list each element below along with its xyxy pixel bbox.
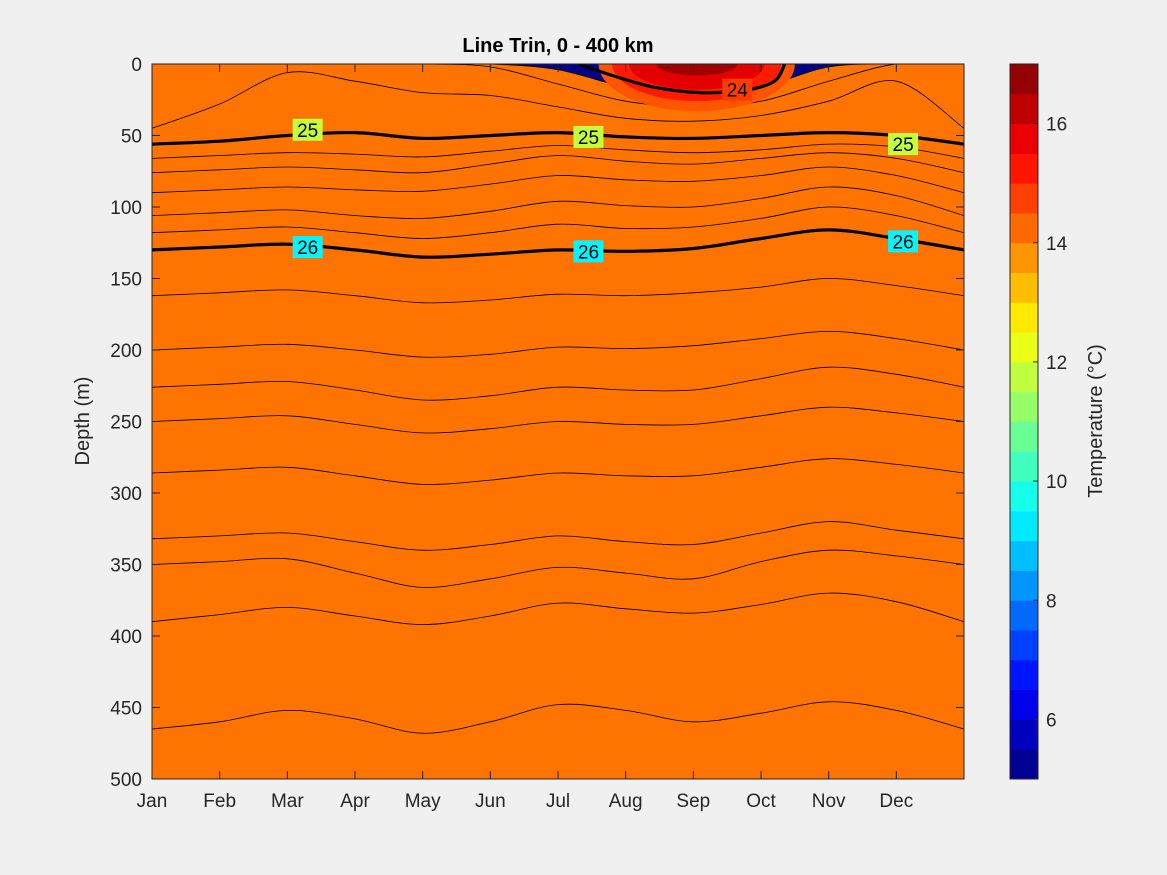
contour-label-bg (722, 78, 753, 101)
isotherm-line (152, 143, 964, 159)
contour-label-bg (292, 236, 323, 259)
isotherm-line (152, 549, 964, 588)
labeled-isotherm (152, 228, 964, 259)
colorbar-tick-label: 8 (1046, 591, 1057, 612)
colorbar: 6 8 10 12 14 16 (1009, 63, 1068, 780)
colorbar-swatch (1010, 332, 1038, 363)
colorbar-border (1009, 63, 1039, 780)
colorbar-swatch (1010, 600, 1038, 631)
colorbar-swatch (1010, 719, 1038, 750)
colorbar-swatch (1010, 64, 1038, 95)
colorbar-tick-label: 16 (1046, 115, 1067, 136)
isotherm-line (152, 278, 964, 304)
colorbar-swatch (1010, 749, 1038, 780)
contour-label: 26 (578, 242, 599, 263)
x-tick-label: Feb (203, 791, 236, 812)
colorbar-swatch (1010, 391, 1038, 422)
colorbar-tick-label: 6 (1046, 710, 1057, 731)
colorbar-swatch (1010, 421, 1038, 452)
colorbar-swatch (1010, 570, 1038, 601)
isotherm-line (152, 186, 964, 219)
y-tick-label: 250 (110, 413, 142, 434)
isotherm-line (152, 701, 964, 734)
colorbar-tick-label: 12 (1046, 353, 1067, 374)
x-tick-label: Nov (812, 791, 846, 812)
x-tick-label: Mar (271, 791, 304, 812)
plot-area: 24 25 25 25 26 26 26 (152, 64, 964, 779)
colorbar-swatch (1010, 153, 1038, 184)
contour-label: 25 (578, 128, 599, 149)
contour-label: 25 (297, 121, 318, 142)
x-tick-label: Jun (475, 791, 506, 812)
y-tick-label: 50 (121, 127, 142, 148)
contour-label: 24 (727, 81, 749, 102)
colorbar-swatch (1010, 630, 1038, 661)
y-tick-label: 350 (110, 556, 142, 577)
x-tick-label: Apr (340, 791, 370, 812)
contour-label: 25 (893, 135, 914, 156)
isotherm-line (152, 152, 964, 174)
y-axis-label: Depth (m) (72, 377, 94, 466)
colorbar-tick-label: 14 (1046, 234, 1068, 255)
isotherm-line (152, 64, 964, 108)
contour-label: 26 (893, 232, 914, 253)
isotherm-line (152, 406, 964, 434)
y-tick-label: 150 (110, 270, 142, 291)
contour-label-bg (573, 240, 604, 263)
isotherm-line (152, 592, 964, 626)
colorbar-swatch (1010, 451, 1038, 482)
isotherm-line (152, 366, 964, 401)
y-tick-label: 100 (110, 198, 142, 219)
chart-title: Line Trin, 0 - 400 km (462, 35, 653, 57)
colorbar-swatch (1010, 272, 1038, 303)
colorbar-swatch (1010, 183, 1038, 214)
x-tick-label: Jan (137, 791, 168, 812)
colorbar-label: Temperature (°C) (1085, 344, 1107, 498)
x-tick-label: Aug (609, 791, 643, 812)
y-tick-label: 200 (110, 341, 142, 362)
isotherm-line (152, 71, 964, 129)
contour-label-bg (888, 133, 919, 156)
colorbar-swatch (1010, 481, 1038, 512)
colorbar-swatch (1010, 242, 1038, 274)
isotherm-line (152, 330, 964, 358)
x-tick-label: Oct (746, 791, 776, 812)
colorbar-swatch (1010, 212, 1038, 244)
labeled-isotherm (577, 64, 787, 95)
isotherm-line (152, 206, 964, 239)
colorbar-swatch (1010, 123, 1038, 154)
warm-core-band (656, 64, 738, 76)
x-tick-label: May (405, 791, 441, 812)
colorbar-swatch (1010, 540, 1038, 571)
isotherm-line (152, 521, 964, 551)
y-tick-label: 300 (110, 484, 142, 505)
colorbar-swatch (1010, 361, 1038, 393)
y-tick-label: 450 (110, 699, 142, 720)
x-tick-label: Dec (879, 791, 913, 812)
colorbar-swatch (1010, 93, 1038, 125)
y-tick-label: 500 (110, 770, 142, 791)
y-tick-label: 0 (131, 55, 142, 76)
colorbar-swatch (1010, 510, 1038, 542)
isotherm-line (152, 458, 964, 485)
contour-label-bg (888, 230, 919, 253)
colorbar-tick-label: 10 (1046, 472, 1067, 493)
contour-label-bg (292, 118, 323, 141)
colorbar-swatch (1010, 659, 1038, 691)
contour-label-bg (573, 125, 604, 148)
y-tick-label: 400 (110, 627, 142, 648)
x-tick-label: Sep (676, 791, 710, 812)
colorbar-swatch (1010, 689, 1038, 720)
isotherm-line (152, 166, 964, 194)
contour-label: 26 (297, 238, 318, 259)
x-tick-label: Jul (546, 791, 570, 812)
colorbar-swatch (1010, 302, 1038, 333)
labeled-isotherm (152, 130, 964, 146)
